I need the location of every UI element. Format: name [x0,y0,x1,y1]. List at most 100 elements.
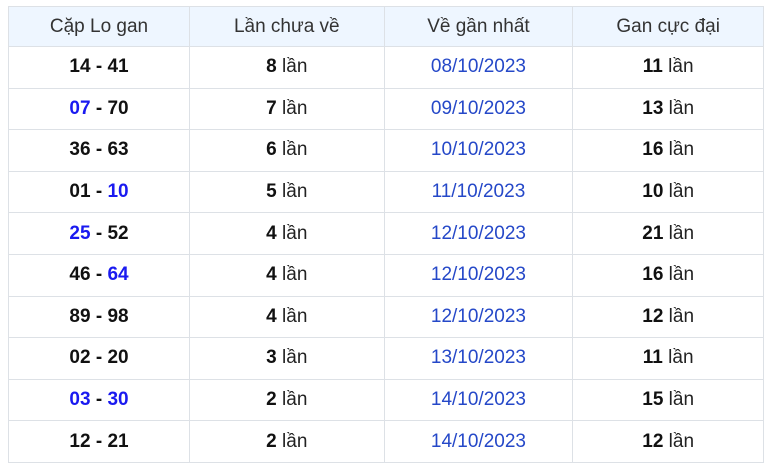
unit: lần [668,430,695,452]
pair-cell: 89 - 98 [8,295,190,339]
unit: lần [668,97,695,119]
count-cell: 7 lần [189,87,385,131]
header-last-date: Về gần nhất [383,6,574,47]
date-cell[interactable]: 12/10/2023 [383,253,574,297]
pair-cell: 14 - 41 [8,46,190,89]
count-cell: 2 lần [189,420,385,463]
lo-gan-table: Cặp Lo gan Lần chưa về Về gần nhất Gan c… [8,6,764,463]
table-row: 89 - 98 4 lần 12/10/2023 12 lần [8,295,764,339]
count-cell: 6 lần [189,129,385,172]
last-date-link[interactable]: 13/10/2023 [430,347,526,369]
unit: lần [668,347,694,369]
pair-first: 07 [69,97,91,119]
unit: lần [668,139,695,161]
count-cell: 8 lần [189,46,385,89]
max-value: 21 [642,222,664,244]
header-max: Gan cực đại [572,6,764,47]
pair-cell: 07 - 70 [8,87,190,131]
unit: lần [668,222,695,244]
count-value: 6 [266,139,277,161]
last-date-link[interactable]: 14/10/2023 [430,430,526,452]
max-cell: 16 lần [572,129,764,172]
pair-first: 14 [69,56,91,78]
pair-cell: 36 - 63 [8,129,190,172]
last-date-link[interactable]: 12/10/2023 [430,305,526,327]
pair-first: 89 [69,305,91,327]
unit: lần [668,264,695,286]
last-date-link[interactable]: 11/10/2023 [431,181,526,203]
count-value: 2 [266,389,277,411]
table-row: 14 - 41 8 lần 08/10/2023 11 lần [8,46,764,89]
last-date-link[interactable]: 08/10/2023 [430,56,526,78]
pair-second: 63 [107,139,129,161]
unit: lần [668,305,695,327]
max-value: 10 [642,181,664,203]
table-row: 36 - 63 6 lần 10/10/2023 16 lần [8,129,764,172]
date-cell[interactable]: 10/10/2023 [383,129,574,172]
max-value: 12 [642,430,664,452]
header-pair: Cặp Lo gan [8,6,190,47]
max-cell: 11 lần [572,337,764,380]
pair-second: 21 [107,430,129,452]
header-count: Lần chưa về [189,6,385,47]
last-date-link[interactable]: 09/10/2023 [430,97,526,119]
unit: lần [282,430,308,452]
max-value: 15 [642,389,664,411]
date-cell[interactable]: 12/10/2023 [383,212,574,255]
last-date-link[interactable]: 14/10/2023 [430,389,526,411]
pair-second: 30 [107,389,129,411]
table-row: 46 - 64 4 lần 12/10/2023 16 lần [8,253,764,297]
pair-first: 01 [69,181,91,203]
max-cell: 10 lần [572,170,764,214]
last-date-link[interactable]: 10/10/2023 [430,139,526,161]
count-value: 5 [266,181,277,203]
unit: lần [282,97,308,119]
count-value: 4 [266,305,277,327]
count-cell: 4 lần [189,295,385,339]
date-cell[interactable]: 09/10/2023 [383,87,574,131]
unit: lần [668,56,694,78]
pair-first: 03 [69,389,91,411]
pair-first: 12 [69,430,91,452]
pair-first: 46 [69,264,91,286]
unit: lần [282,264,308,286]
pair-second: 64 [107,264,129,286]
count-value: 4 [266,222,277,244]
max-value: 11 [642,347,663,369]
pair-cell: 02 - 20 [8,337,190,380]
count-value: 7 [266,97,277,119]
date-cell[interactable]: 11/10/2023 [383,170,574,214]
count-value: 2 [266,430,277,452]
max-cell: 15 lần [572,378,764,422]
max-cell: 21 lần [572,212,764,255]
date-cell[interactable]: 12/10/2023 [383,295,574,339]
pair-cell: 46 - 64 [8,253,190,297]
pair-second: 98 [107,305,129,327]
date-cell[interactable]: 13/10/2023 [383,337,574,380]
max-cell: 12 lần [572,295,764,339]
table-row: 25 - 52 4 lần 12/10/2023 21 lần [8,212,764,255]
unit: lần [282,347,308,369]
unit: lần [282,56,308,78]
count-cell: 5 lần [189,170,385,214]
unit: lần [282,389,308,411]
unit: lần [282,139,308,161]
date-cell[interactable]: 08/10/2023 [383,46,574,89]
max-cell: 13 lần [572,87,764,131]
pair-cell: 12 - 21 [8,420,190,463]
pair-second: 10 [107,181,129,203]
pair-first: 36 [69,139,91,161]
pair-second: 70 [107,97,129,119]
date-cell[interactable]: 14/10/2023 [383,420,574,463]
table-row: 12 - 21 2 lần 14/10/2023 12 lần [8,420,764,463]
last-date-link[interactable]: 12/10/2023 [430,264,526,286]
unit: lần [282,305,308,327]
last-date-link[interactable]: 12/10/2023 [430,222,526,244]
date-cell[interactable]: 14/10/2023 [383,378,574,422]
table-row: 01 - 10 5 lần 11/10/2023 10 lần [8,170,764,214]
max-cell: 12 lần [572,420,764,463]
table-row: 07 - 70 7 lần 09/10/2023 13 lần [8,87,764,131]
unit: lần [282,181,308,203]
max-cell: 11 lần [572,46,764,89]
count-value: 8 [266,56,277,78]
